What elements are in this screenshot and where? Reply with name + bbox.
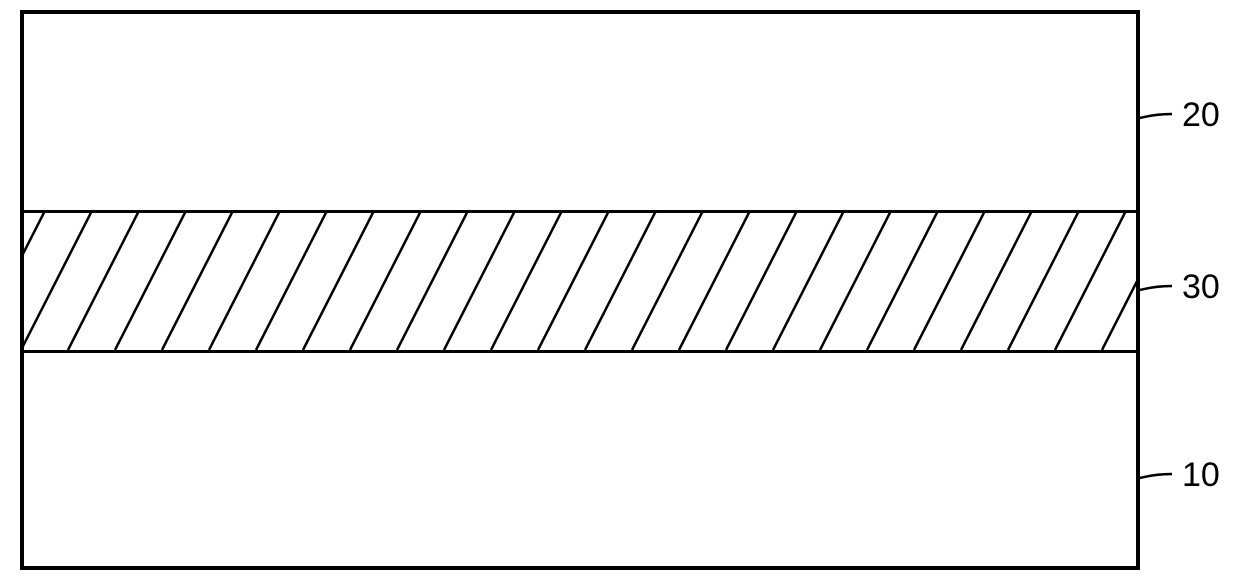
label-middle: 30 <box>1182 268 1220 307</box>
label-bottom: 10 <box>1182 456 1220 495</box>
outer-frame <box>20 10 1140 570</box>
diagram-canvas: 20 30 10 <box>0 0 1240 580</box>
label-top: 20 <box>1182 96 1220 135</box>
